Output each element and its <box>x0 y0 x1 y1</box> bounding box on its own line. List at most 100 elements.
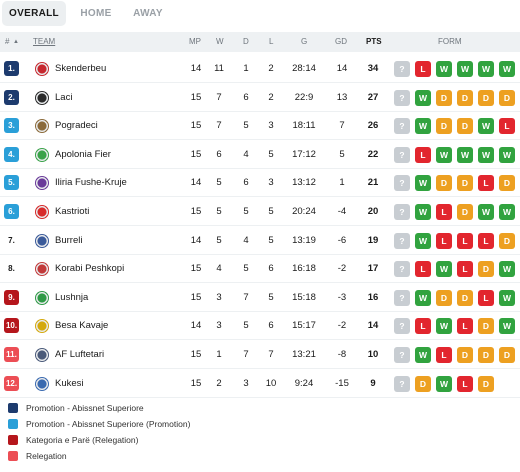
team-name[interactable]: Kastrioti <box>55 206 90 217</box>
header-d[interactable]: D <box>243 37 249 46</box>
header-gd[interactable]: GD <box>335 37 347 46</box>
form-result-badge[interactable]: D <box>436 89 452 106</box>
form-result-badge[interactable]: D <box>499 89 515 106</box>
form-result-badge[interactable]: W <box>499 204 515 220</box>
form-result-badge[interactable]: W <box>415 347 431 363</box>
table-row[interactable]: 9. Lushnja 15 3 7 5 15:18 -3 16? W D D L W <box>0 284 520 312</box>
form-result-badge[interactable]: L <box>415 61 431 77</box>
upcoming-match-badge[interactable]: ? <box>394 261 410 278</box>
team-name[interactable]: Skenderbeu <box>55 63 107 74</box>
form-result-badge[interactable]: L <box>457 232 473 249</box>
form-result-badge[interactable]: W <box>415 232 431 249</box>
upcoming-match-badge[interactable]: ? <box>394 89 410 106</box>
form-result-badge[interactable]: W <box>478 118 494 135</box>
table-row[interactable]: 7. Burreli 14 5 4 5 13:19 -6 19? W L L L D <box>0 227 520 255</box>
team-name[interactable]: Pogradeci <box>55 120 98 132</box>
upcoming-match-badge[interactable]: ? <box>394 175 410 192</box>
table-row[interactable]: 4. Apolonia Fier 15 6 4 5 17:12 5 22? L W W W W <box>0 141 520 169</box>
header-g[interactable]: G <box>301 37 308 46</box>
team-name[interactable]: Iliria Fushe-Kruje <box>55 177 127 189</box>
form-result-badge[interactable]: L <box>478 175 494 192</box>
form-result-badge[interactable]: D <box>457 89 473 106</box>
tab-away[interactable]: AWAY <box>133 8 163 19</box>
form-result-badge[interactable]: D <box>457 347 473 363</box>
upcoming-match-badge[interactable]: ? <box>394 118 410 135</box>
header-w[interactable]: W <box>216 37 224 46</box>
form-result-badge[interactable]: D <box>436 118 452 135</box>
form-result-badge[interactable]: L <box>436 347 452 363</box>
form-result-badge[interactable]: W <box>457 146 473 163</box>
table-row[interactable]: 1. Skenderbeu 14 11 1 2 28:14 14 34? L W W W W <box>0 55 520 83</box>
form-result-badge[interactable]: W <box>478 146 494 163</box>
upcoming-match-badge[interactable]: ? <box>394 232 410 249</box>
form-result-badge[interactable]: D <box>457 289 473 306</box>
form-result-badge[interactable]: L <box>415 261 431 278</box>
form-result-badge[interactable]: L <box>436 232 452 249</box>
form-result-badge[interactable]: D <box>478 347 494 363</box>
table-row[interactable]: 11. AF Luftetari 15 1 7 7 13:21 -8 10? W L D D D <box>0 341 520 369</box>
team-name[interactable]: Korabi Peshkopi <box>55 263 125 275</box>
form-result-badge[interactable]: W <box>436 375 452 392</box>
tab-home[interactable]: HOME <box>80 8 112 19</box>
header-rank[interactable]: # <box>5 37 10 46</box>
form-result-badge[interactable]: L <box>436 204 452 220</box>
form-result-badge[interactable]: W <box>499 146 515 163</box>
form-result-badge[interactable]: W <box>457 61 473 77</box>
form-result-badge[interactable]: L <box>478 232 494 249</box>
team-name[interactable]: Laci <box>55 91 73 103</box>
form-result-badge[interactable]: L <box>499 118 515 135</box>
table-row[interactable]: 10. Besa Kavaje 14 3 5 6 15:17 -2 14? L W L D W <box>0 312 520 341</box>
upcoming-match-badge[interactable]: ? <box>394 375 410 392</box>
table-row[interactable]: 12. Kukesi 15 2 3 10 9:24 -15 9? D W L D <box>0 370 520 398</box>
team-name[interactable]: AF Luftetari <box>55 349 105 360</box>
form-result-badge[interactable]: W <box>499 318 515 335</box>
form-result-badge[interactable]: W <box>415 118 431 135</box>
upcoming-match-badge[interactable]: ? <box>394 289 410 306</box>
form-result-badge[interactable]: W <box>499 61 515 77</box>
team-name[interactable]: Burreli <box>55 234 83 246</box>
form-result-badge[interactable]: L <box>457 375 473 392</box>
table-row[interactable]: 6. Kastrioti 15 5 5 5 20:24 -4 20? W L D W W <box>0 198 520 226</box>
form-result-badge[interactable]: D <box>457 175 473 192</box>
form-result-badge[interactable]: W <box>415 175 431 192</box>
form-result-badge[interactable]: W <box>478 61 494 77</box>
upcoming-match-badge[interactable]: ? <box>394 347 410 363</box>
form-result-badge[interactable]: D <box>457 204 473 220</box>
team-name[interactable]: Kukesi <box>55 377 84 389</box>
team-name[interactable]: Besa Kavaje <box>55 320 109 332</box>
form-result-badge[interactable]: L <box>415 146 431 163</box>
header-l[interactable]: L <box>269 37 274 46</box>
header-mp[interactable]: MP <box>189 37 201 46</box>
form-result-badge[interactable]: W <box>478 204 494 220</box>
form-result-badge[interactable]: D <box>436 175 452 192</box>
form-result-badge[interactable]: W <box>499 289 515 306</box>
form-result-badge[interactable]: D <box>478 261 494 278</box>
form-result-badge[interactable]: L <box>457 261 473 278</box>
form-result-badge[interactable]: W <box>415 204 431 220</box>
table-row[interactable]: 3. Pogradeci 15 7 5 3 18:11 7 26? W D D W L <box>0 112 520 141</box>
table-row[interactable]: 8. Korabi Peshkopi 15 4 5 6 16:18 -2 17? L W L D W <box>0 255 520 284</box>
table-row[interactable]: 5. Iliria Fushe-Kruje 14 5 6 3 13:12 1 21? W D D L D <box>0 169 520 198</box>
form-result-badge[interactable]: D <box>499 175 515 192</box>
form-result-badge[interactable]: W <box>436 261 452 278</box>
sort-arrow-icon[interactable]: ▲ <box>13 39 19 45</box>
form-result-badge[interactable]: D <box>478 318 494 335</box>
team-name[interactable]: Apolonia Fier <box>55 148 111 160</box>
header-pts[interactable]: PTS <box>366 37 382 46</box>
form-result-badge[interactable]: D <box>436 289 452 306</box>
form-result-badge[interactable]: L <box>415 318 431 335</box>
form-result-badge[interactable]: W <box>415 289 431 306</box>
form-result-badge[interactable]: L <box>457 318 473 335</box>
form-result-badge[interactable]: D <box>478 89 494 106</box>
form-result-badge[interactable]: W <box>499 261 515 278</box>
upcoming-match-badge[interactable]: ? <box>394 61 410 77</box>
upcoming-match-badge[interactable]: ? <box>394 204 410 220</box>
form-result-badge[interactable]: L <box>478 289 494 306</box>
table-row[interactable]: 2. Laci 15 7 6 2 22:9 13 27? W D D D D <box>0 84 520 112</box>
team-name[interactable]: Lushnja <box>55 291 89 303</box>
form-result-badge[interactable]: D <box>478 375 494 392</box>
tab-overall[interactable]: OVERALL <box>2 1 66 26</box>
header-team[interactable]: TEAM <box>33 37 56 46</box>
upcoming-match-badge[interactable]: ? <box>394 146 410 163</box>
form-result-badge[interactable]: D <box>499 232 515 249</box>
